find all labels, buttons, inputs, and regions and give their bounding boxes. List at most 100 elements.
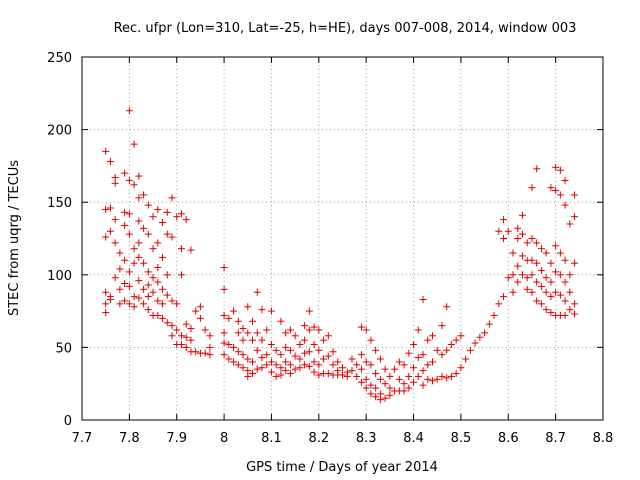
scatter-point <box>533 239 541 247</box>
scatter-point <box>168 332 176 340</box>
x-tick-label: 8 <box>220 431 228 446</box>
x-tick-label: 8.2 <box>308 431 329 446</box>
scatter-point <box>504 274 512 282</box>
scatter-point <box>135 194 143 202</box>
scatter-point <box>225 355 233 363</box>
y-axis-label: STEC from uqrg / TECUs <box>7 160 22 316</box>
scatter-point <box>106 158 114 166</box>
scatter-point <box>168 194 176 202</box>
scatter-point <box>537 282 545 290</box>
scatter-point <box>301 361 309 369</box>
scatter-point <box>192 348 200 356</box>
scatter-point <box>476 333 484 341</box>
scatter-point <box>428 377 436 385</box>
scatter-point <box>244 303 252 311</box>
scatter-point <box>438 372 446 380</box>
x-tick-label: 8.3 <box>356 431 377 446</box>
x-tick-label: 7.7 <box>72 431 93 446</box>
scatter-point <box>561 176 569 184</box>
scatter-point <box>140 300 148 308</box>
scatter-point <box>528 271 536 279</box>
scatter-point <box>163 319 171 327</box>
scatter-point <box>561 297 569 305</box>
scatter-point <box>471 339 479 347</box>
scatter-point <box>116 285 124 293</box>
scatter-point <box>206 351 214 359</box>
chart-title: Rec. ufpr (Lon=310, Lat=-25, h=HE), days… <box>114 21 577 36</box>
scatter-point <box>528 288 536 296</box>
scatter-point <box>225 340 233 348</box>
scatter-point <box>537 245 545 253</box>
scatter-point <box>523 285 531 293</box>
scatter-point <box>234 361 242 369</box>
scatter-point <box>410 378 418 386</box>
scatter-point <box>121 280 129 288</box>
scatter-point <box>324 352 332 360</box>
scatter-point <box>353 372 361 380</box>
scatter-point <box>130 303 138 311</box>
scatter-point <box>386 391 394 399</box>
scatter-point <box>528 256 536 264</box>
scatter-point <box>263 326 271 334</box>
scatter-point <box>116 249 124 257</box>
scatter-point <box>556 249 564 257</box>
scatter-point <box>263 351 271 359</box>
scatter-point <box>125 230 133 238</box>
scatter-point <box>561 311 569 319</box>
scatter-point <box>253 365 261 373</box>
scatter-point <box>400 387 408 395</box>
scatter-point <box>140 285 148 293</box>
scatter-point <box>315 326 323 334</box>
scatter-point <box>154 311 162 319</box>
scatter-point <box>381 365 389 373</box>
scatter-point <box>121 169 129 177</box>
scatter-point <box>457 364 465 372</box>
scatter-point <box>230 358 238 366</box>
scatter-point <box>272 372 280 380</box>
scatter-point <box>376 375 384 383</box>
scatter-point <box>154 278 162 286</box>
scatter-point <box>462 355 470 363</box>
scatter-point <box>362 326 370 334</box>
plot-frame <box>81 56 604 421</box>
scatter-point <box>571 300 579 308</box>
scatter-point <box>518 252 526 260</box>
scatter-point <box>457 332 465 340</box>
scatter-point <box>187 336 195 344</box>
scatter-point <box>514 235 522 242</box>
x-axis-label: GPS time / Days of year 2014 <box>246 460 438 475</box>
scatter-point <box>339 371 346 379</box>
scatter-point <box>144 306 152 314</box>
scatter-point <box>196 303 204 311</box>
scatter-point <box>125 210 133 218</box>
scatter-point <box>424 361 432 369</box>
scatter-point <box>116 265 124 273</box>
scatter-point <box>267 307 275 315</box>
scatter-point <box>159 219 167 227</box>
scatter-point <box>149 213 157 221</box>
scatter-point <box>357 378 365 386</box>
scatter-point <box>282 358 290 366</box>
scatter-point <box>239 351 247 359</box>
scatter-point <box>102 288 110 296</box>
scatter-point <box>282 367 290 375</box>
scatter-point <box>452 336 460 344</box>
x-tick-label: 8.8 <box>593 431 614 446</box>
scatter-point <box>556 191 564 199</box>
scatter-point <box>438 351 446 359</box>
scatter-point <box>111 274 119 282</box>
scatter-point <box>362 384 370 392</box>
scatter-point <box>381 394 389 402</box>
scatter-point <box>111 216 119 224</box>
scatter-point <box>163 208 171 216</box>
scatter-point <box>177 340 185 348</box>
scatter-point <box>225 314 233 322</box>
scatter-point <box>220 311 228 319</box>
scatter-point <box>509 249 517 257</box>
scatter-point <box>428 358 436 366</box>
scatter-point <box>121 221 129 229</box>
scatter-point <box>305 348 313 356</box>
scatter-point <box>230 343 238 351</box>
scatter-point <box>220 339 228 347</box>
